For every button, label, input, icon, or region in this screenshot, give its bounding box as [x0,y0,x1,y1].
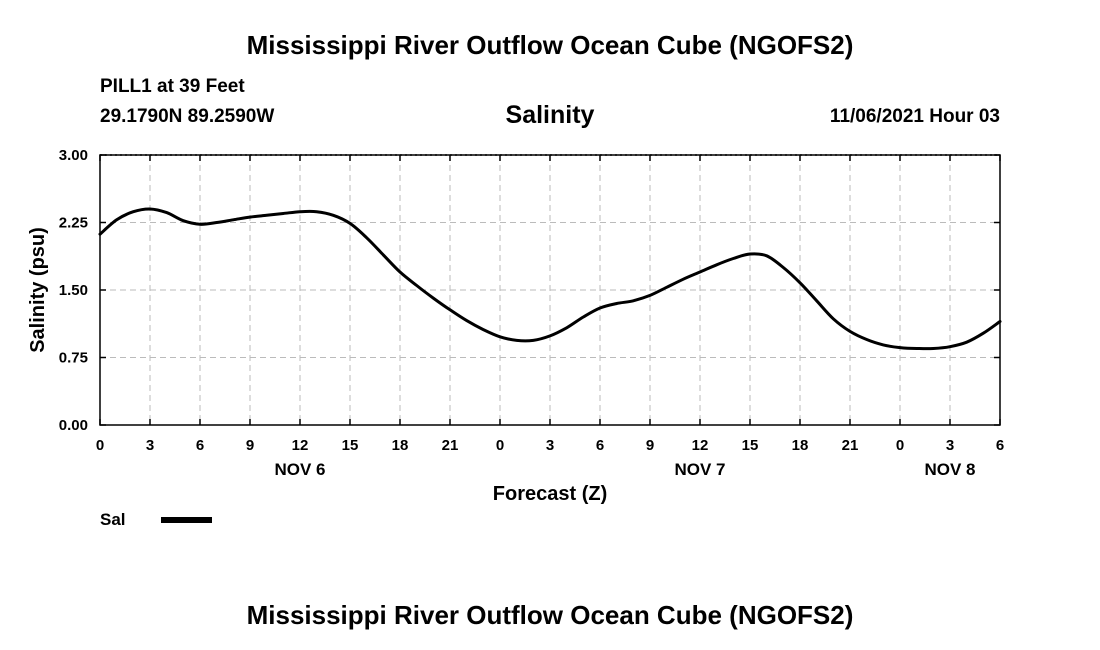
legend-swatch-sal [161,517,212,523]
datetime-label: 11/06/2021 Hour 03 [829,106,1000,127]
chart-title: Mississippi River Outflow Ocean Cube (NG… [246,30,854,60]
x-tick-label: 12 [292,437,309,454]
variable-title: Salinity [505,101,595,129]
station-label: PILL1 at 39 Feet [100,76,245,97]
x-tick-label: 21 [442,437,459,454]
x-tick-label: 6 [996,437,1004,454]
date-label: NOV 8 [924,460,975,479]
x-tick-label: 12 [692,437,709,454]
x-tick-label: 0 [896,437,904,454]
y-tick-label: 0.00 [59,417,88,434]
legend-label-sal: Sal [100,510,126,529]
salinity-line-chart: 0 3 6 9 12 15 18 21 0 3 6 9 12 15 18 21 0 3 6 0.00 0.75 1.50 2… [27,147,1004,529]
x-tick-label: 3 [546,437,554,454]
x-tick-label: 0 [96,437,104,454]
coordinates-label: 29.1790N 89.2590W [100,106,275,127]
x-tick-label: 18 [792,437,809,454]
x-tick-label: 3 [146,437,154,454]
x-tick-label: 6 [596,437,604,454]
series-line-sal [98,207,1002,351]
y-axis-label: Salinity (psu) [27,227,49,353]
x-tick-label: 0 [496,437,504,454]
x-tick-label: 15 [742,437,759,454]
y-tick-label: 2.25 [59,215,88,232]
x-tick-label: 9 [246,437,254,454]
y-tick-label: 1.50 [59,282,88,299]
x-tick-label: 15 [342,437,359,454]
grid-lines [100,155,1000,425]
date-label: NOV 7 [674,460,725,479]
x-tick-label: 21 [842,437,859,454]
axis-ticks: 0 3 6 9 12 15 18 21 0 3 6 9 12 15 18 21 0 3 6 0.00 0.75 1.50 2… [59,147,1004,479]
x-tick-label: 3 [946,437,954,454]
y-tick-label: 0.75 [59,350,88,367]
date-label: NOV 6 [274,460,325,479]
x-axis-label: Forecast (Z) [493,483,607,505]
x-tick-label: 9 [646,437,654,454]
x-tick-label: 18 [392,437,409,454]
footer-title: Mississippi River Outflow Ocean Cube (NG… [246,600,854,630]
x-tick-label: 6 [196,437,204,454]
y-tick-label: 3.00 [59,147,88,164]
